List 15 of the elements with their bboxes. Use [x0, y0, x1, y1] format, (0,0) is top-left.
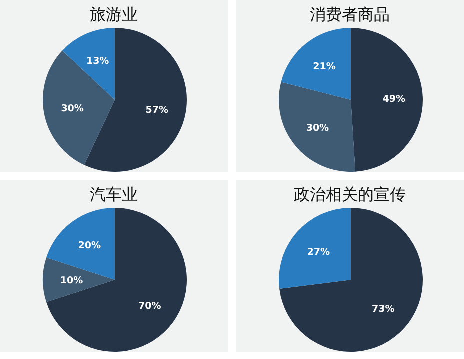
data-label: 13%: [86, 56, 110, 67]
data-label: 10%: [60, 276, 84, 286]
data-label: 30%: [61, 104, 84, 115]
data-label: 21%: [313, 61, 336, 72]
data-label: 30%: [306, 123, 330, 134]
data-label: 49%: [382, 94, 406, 106]
data-label: 70%: [138, 300, 162, 312]
data-label: 20%: [78, 240, 102, 252]
chart-title: 汽车业: [90, 185, 138, 204]
chart-title: 旅游业: [90, 5, 138, 24]
chart-title: 政治相关的宣传: [294, 185, 406, 204]
data-label: 73%: [372, 304, 396, 316]
data-label: 27%: [307, 246, 330, 258]
data-label: 57%: [146, 104, 170, 116]
chart-title: 消费者商品: [310, 5, 390, 24]
